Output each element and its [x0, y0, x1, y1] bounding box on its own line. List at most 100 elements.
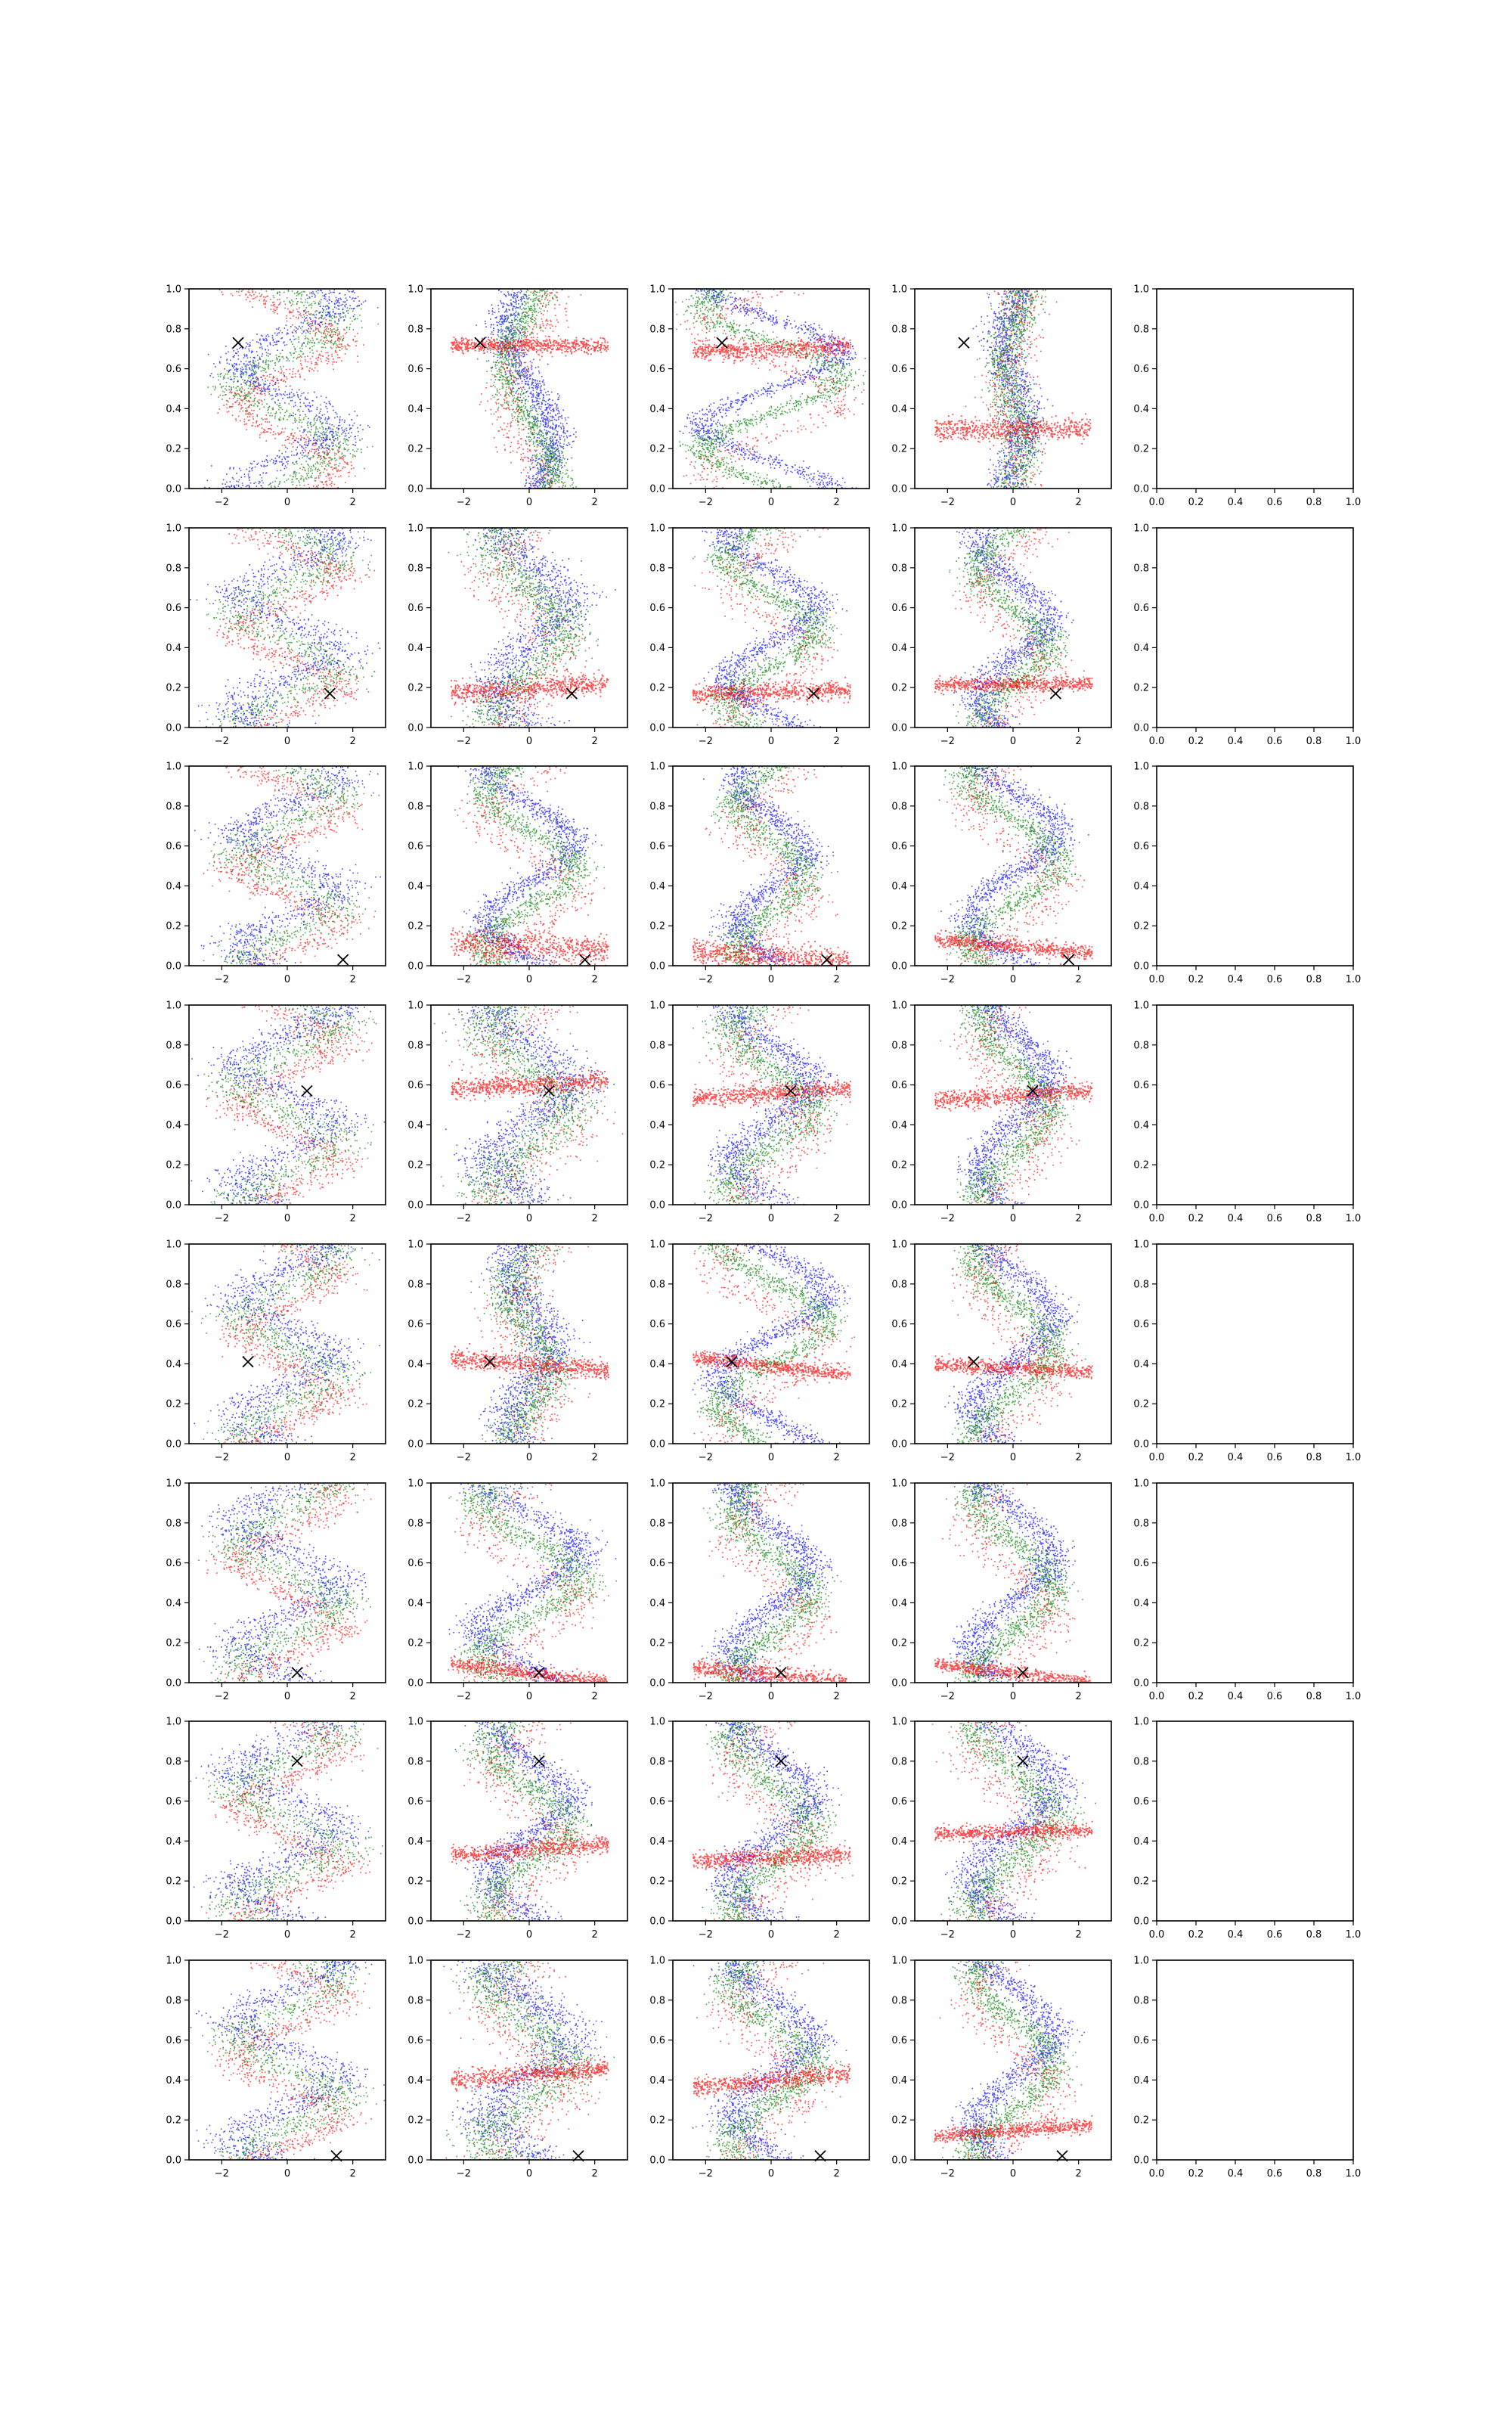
x-tick-label: −2 — [940, 1691, 955, 1702]
y-tick-label: 0.4 — [891, 1359, 907, 1370]
y-tick-label: 1.0 — [1133, 1239, 1149, 1251]
y-tick-label: 0.8 — [166, 324, 181, 335]
y-tick-label: 1.0 — [407, 1478, 423, 1490]
y-tick-label: 0.4 — [891, 2075, 907, 2086]
y-tick-label: 0.2 — [649, 921, 665, 932]
x-tick-label: 0 — [526, 1929, 532, 1941]
y-tick-label: 0.4 — [407, 643, 423, 654]
x-tick-label: −2 — [940, 1929, 955, 1941]
y-tick-label: 1.0 — [1133, 523, 1149, 535]
y-tick-label: 0.4 — [407, 1598, 423, 1609]
x-tick-label: 2 — [592, 974, 598, 985]
y-tick-label: 0.2 — [407, 1638, 423, 1649]
x-tick-label: 0.2 — [1188, 497, 1204, 508]
y-tick-label: 1.0 — [649, 523, 665, 535]
x-tick-label: 0 — [284, 1691, 290, 1702]
x-tick-label: 2 — [592, 736, 598, 747]
y-tick-label: 0.8 — [649, 1518, 665, 1529]
y-tick-label: 0.8 — [166, 1518, 181, 1529]
y-tick-label: 1.0 — [407, 284, 423, 296]
y-tick-label: 0.0 — [649, 723, 665, 734]
x-tick-label: 2 — [1076, 1691, 1082, 1702]
y-tick-label: 0.8 — [407, 1756, 423, 1767]
y-tick-label: 0.6 — [166, 1558, 181, 1569]
y-tick-label: 0.0 — [649, 961, 665, 973]
x-tick-label: 1.0 — [1346, 2168, 1362, 2180]
y-tick-label: 0.8 — [166, 1040, 181, 1051]
y-tick-label: 0.0 — [649, 1916, 665, 1928]
y-tick-label: 1.0 — [891, 1001, 907, 1012]
x-tick-label: 0.2 — [1188, 736, 1204, 747]
x-tick-label: −2 — [940, 2168, 955, 2180]
y-tick-label: 0.0 — [649, 1200, 665, 1212]
x-tick-label: −2 — [940, 974, 955, 985]
y-tick-label: 0.0 — [891, 961, 907, 973]
x-tick-label: 0 — [768, 1691, 774, 1702]
y-tick-label: 0.0 — [1133, 1916, 1149, 1928]
y-tick-label: 0.0 — [407, 2155, 423, 2167]
y-tick-label: 0.6 — [166, 1796, 181, 1807]
y-tick-label: 0.6 — [407, 364, 423, 375]
y-tick-label: 0.0 — [166, 1678, 181, 1689]
x-tick-label: 0 — [526, 497, 532, 508]
y-tick-label: 0.8 — [407, 563, 423, 574]
y-tick-label: 0.2 — [1133, 1160, 1149, 1171]
y-tick-label: 0.4 — [407, 2075, 423, 2086]
y-tick-label: 0.6 — [649, 841, 665, 852]
y-tick-label: 0.0 — [1133, 484, 1149, 495]
y-tick-label: 1.0 — [407, 1717, 423, 1728]
y-tick-label: 0.4 — [1133, 1359, 1149, 1370]
y-tick-label: 1.0 — [649, 1717, 665, 1728]
y-tick-label: 0.0 — [649, 2155, 665, 2167]
x-tick-label: 0.6 — [1267, 974, 1283, 985]
x-tick-label: 0 — [526, 2168, 532, 2180]
y-tick-label: 1.0 — [891, 1478, 907, 1490]
y-tick-label: 0.0 — [166, 484, 181, 495]
y-tick-label: 0.6 — [407, 1080, 423, 1091]
y-tick-label: 1.0 — [166, 284, 181, 296]
y-tick-label: 0.8 — [1133, 1756, 1149, 1767]
y-tick-label: 0.2 — [891, 1876, 907, 1888]
y-tick-label: 1.0 — [891, 1717, 907, 1728]
y-tick-label: 0.8 — [891, 1756, 907, 1767]
y-tick-label: 0.4 — [166, 1836, 181, 1848]
y-tick-label: 0.2 — [166, 921, 181, 932]
y-tick-label: 1.0 — [649, 1478, 665, 1490]
y-tick-label: 0.6 — [891, 841, 907, 852]
x-tick-label: 0 — [284, 1929, 290, 1941]
x-tick-label: 2 — [834, 1213, 840, 1224]
y-tick-label: 0.4 — [649, 1120, 665, 1131]
x-tick-label: 2 — [834, 736, 840, 747]
y-tick-label: 0.6 — [407, 2035, 423, 2046]
y-tick-label: 1.0 — [649, 762, 665, 773]
y-tick-label: 0.2 — [407, 1160, 423, 1171]
y-tick-label: 0.8 — [166, 1279, 181, 1290]
y-tick-label: 0.4 — [649, 1598, 665, 1609]
x-tick-label: 0 — [1010, 1452, 1016, 1463]
y-tick-label: 0.0 — [891, 1916, 907, 1928]
y-tick-label: 0.0 — [649, 1439, 665, 1450]
x-tick-label: 0.4 — [1228, 1929, 1244, 1941]
y-tick-label: 0.8 — [1133, 1995, 1149, 2006]
y-tick-label: 0.8 — [407, 324, 423, 335]
x-tick-label: 0.4 — [1228, 736, 1244, 747]
y-tick-label: 0.4 — [407, 1359, 423, 1370]
y-tick-label: 0.4 — [1133, 643, 1149, 654]
x-tick-label: 0.0 — [1149, 1213, 1165, 1224]
x-tick-label: 0 — [1010, 736, 1016, 747]
x-tick-label: 0 — [768, 2168, 774, 2180]
y-tick-label: 1.0 — [166, 1239, 181, 1251]
x-tick-label: 0.8 — [1306, 736, 1322, 747]
y-tick-label: 0.2 — [891, 444, 907, 455]
x-tick-label: 0 — [1010, 1691, 1016, 1702]
y-tick-label: 0.8 — [166, 1756, 181, 1767]
y-tick-label: 1.0 — [407, 1956, 423, 1967]
x-tick-label: 2 — [834, 497, 840, 508]
x-tick-label: 0 — [1010, 1929, 1016, 1941]
x-tick-label: 2 — [592, 1213, 598, 1224]
y-tick-label: 0.0 — [891, 2155, 907, 2167]
x-tick-label: 0.0 — [1149, 497, 1165, 508]
x-tick-label: 0.6 — [1267, 1691, 1283, 1702]
x-tick-label: 2 — [350, 1213, 356, 1224]
